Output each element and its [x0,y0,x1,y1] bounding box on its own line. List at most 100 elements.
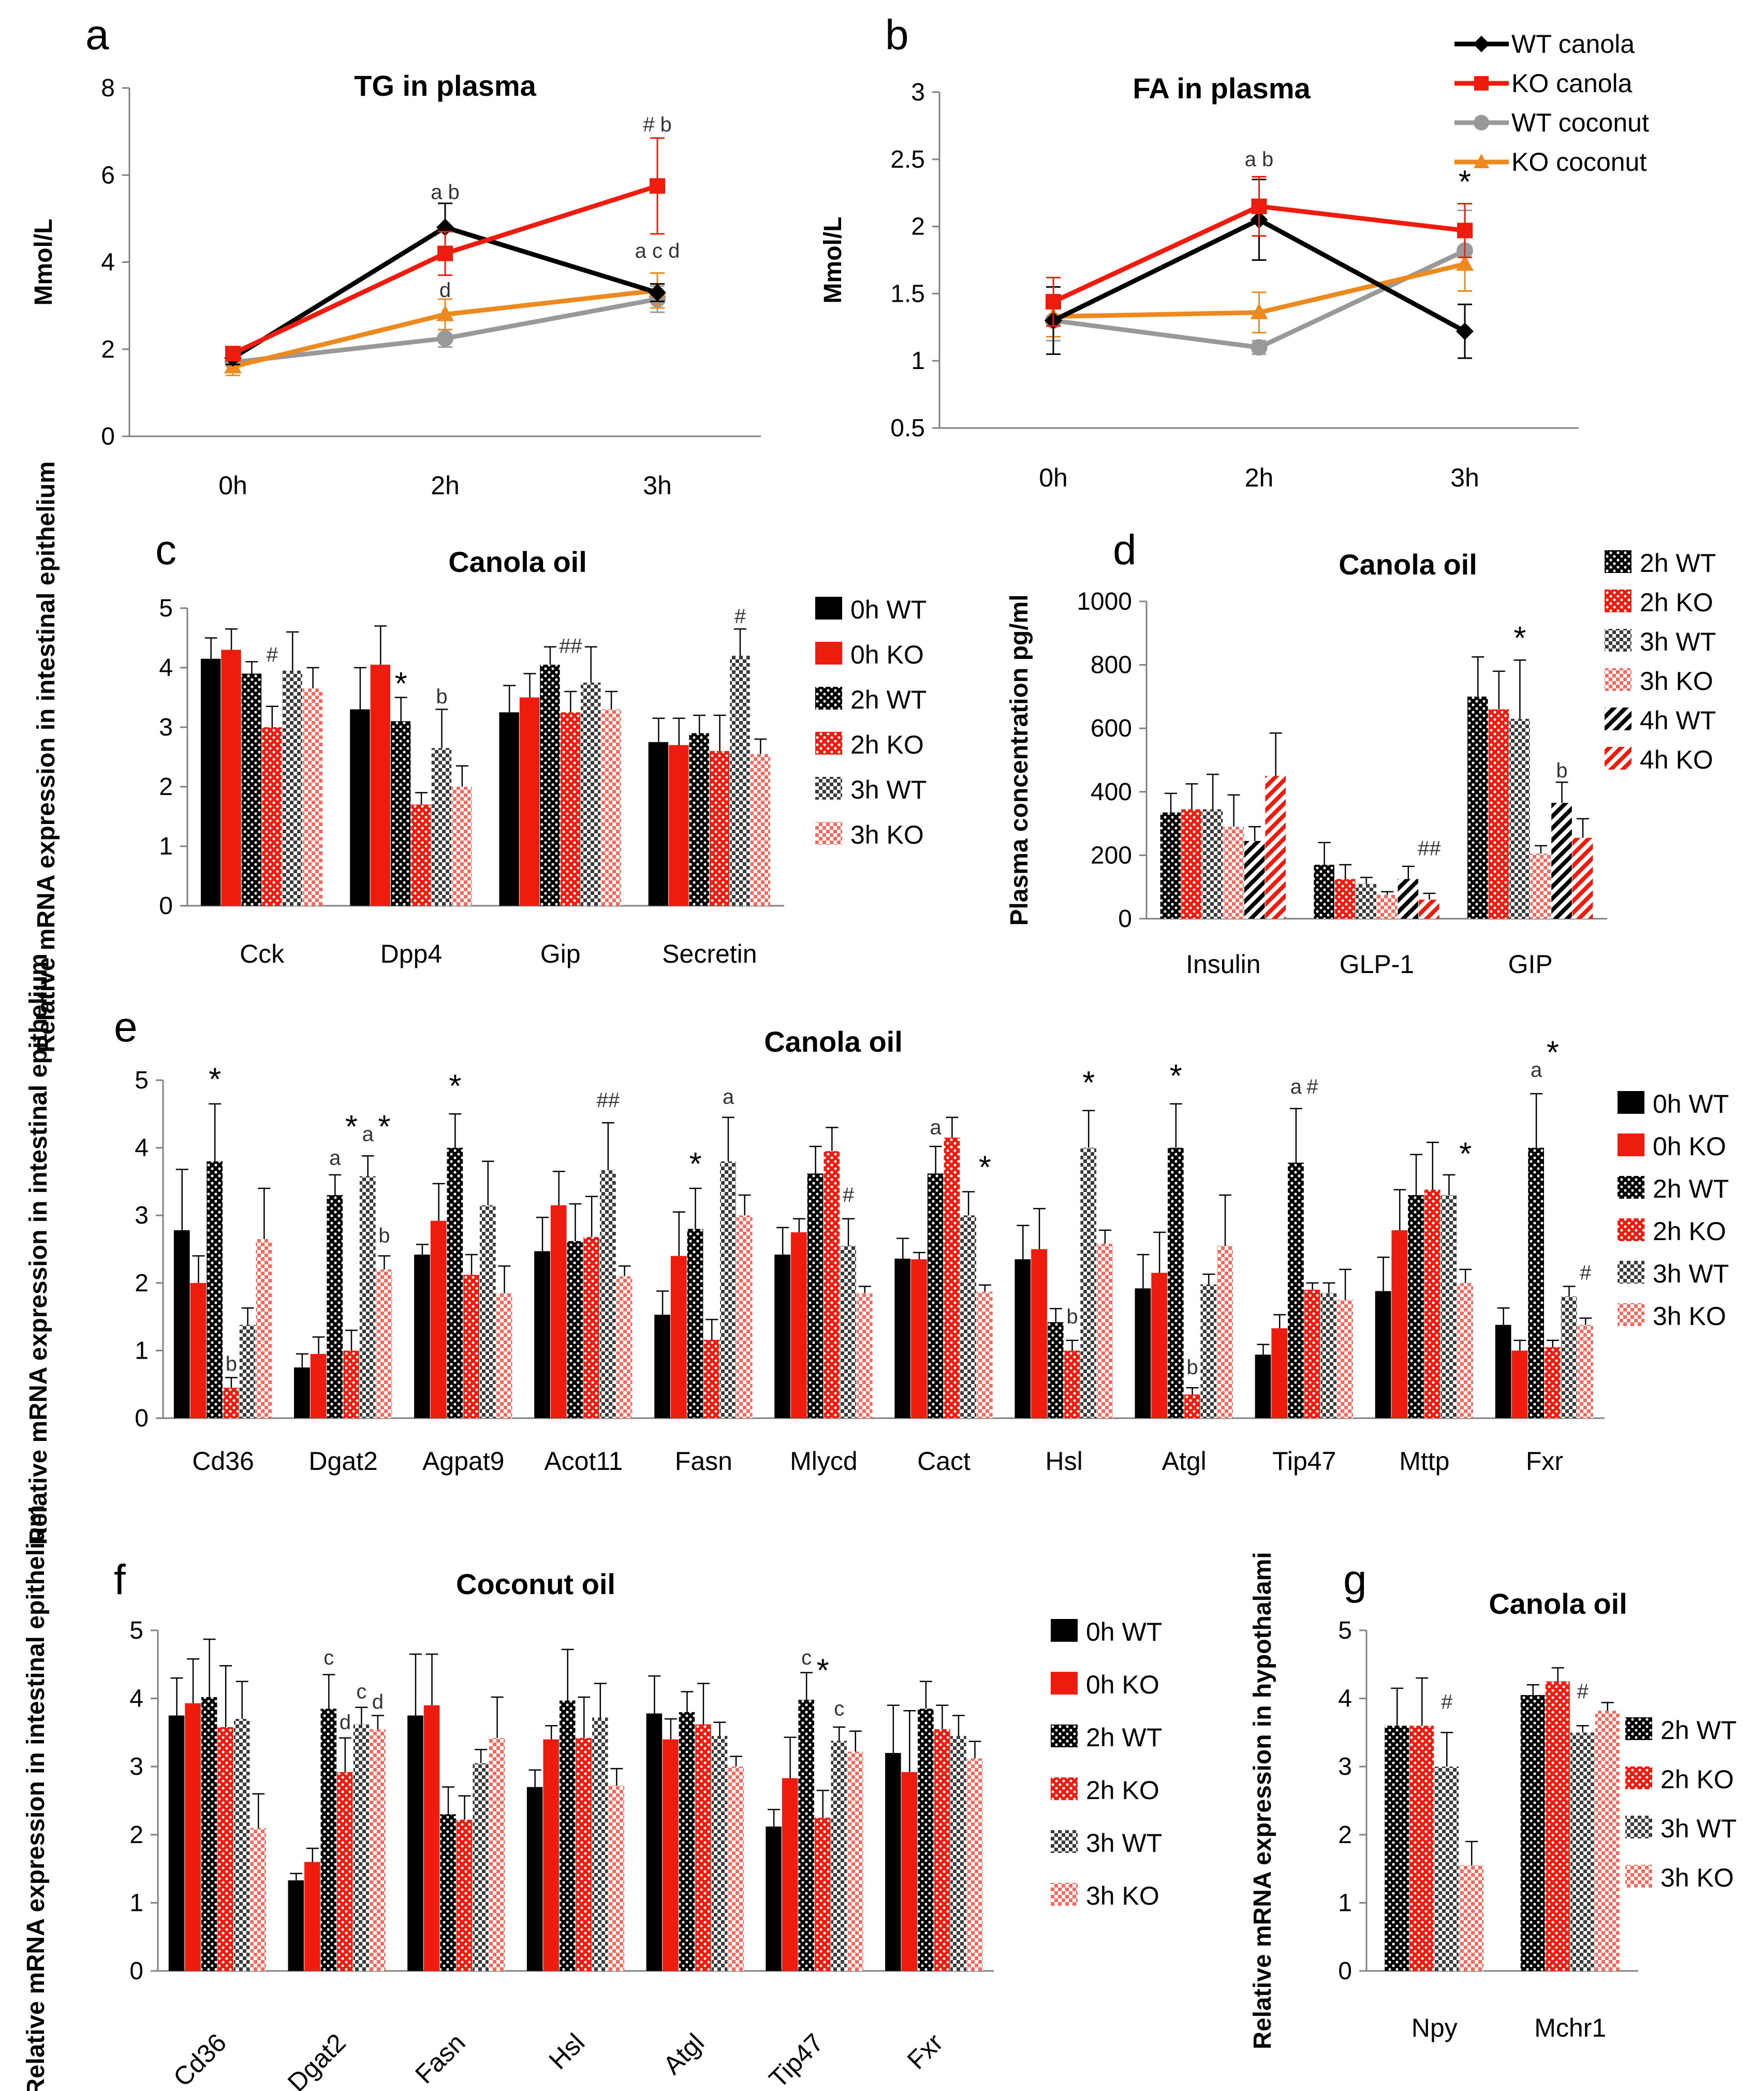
bar-acot11-3h-ko [616,1276,633,1418]
y-tick-label: 5 [159,595,173,622]
annotation: * [378,1109,390,1145]
legend-swatch [815,597,842,620]
legend-label: 0h KO [1653,1132,1726,1161]
bar-atgl-3h-wt [711,1735,728,1971]
bar-agpat9-3h-ko [496,1293,512,1418]
bar-cd36-2h-ko [223,1388,239,1418]
annotation: * [395,666,407,702]
legend-label: 2h WT [1660,1716,1737,1745]
bar-mttp-0h-ko [1391,1230,1408,1418]
bar-glp-1-3h-wt [1356,883,1376,919]
legend-swatch [1618,1133,1644,1156]
panel-label: b [885,11,909,58]
annotation: * [1170,1058,1182,1094]
bar-mchr1-3h-wt [1570,1732,1595,1971]
y-tick-label: 0.5 [890,415,925,442]
legend-swatch [815,642,842,665]
legend-label: 2h WT [1653,1174,1729,1203]
bar-hsl-2h-ko [1064,1350,1080,1418]
legend-swatch [1618,1176,1644,1199]
annotation: a [329,1146,341,1169]
bar-atgl-2h-ko [1184,1394,1200,1418]
legend-marker [1474,115,1489,130]
bar-fxr-0h-wt [885,1753,901,1971]
bar-fxr-3h-wt [1561,1296,1577,1418]
annotation: c [834,1698,844,1720]
bar-acot11-0h-wt [534,1251,550,1418]
y-tick-label: 4 [159,654,173,682]
annotation: b [1556,759,1567,782]
bar-dpp4-2h-ko [411,804,431,906]
panel-label: a [85,11,109,58]
bar-insulin-4h-wt [1244,841,1265,919]
bar-cact-2h-ko [944,1138,960,1418]
panel-g: g Canola oil Relative mRNA expression in h… [1249,1552,1737,2049]
legend-label: 0h WT [850,595,927,624]
bar-agpat9-3h-wt [479,1205,496,1418]
bar-cd36-0h-wt [168,1715,185,1971]
bar-hsl-0h-wt [526,1787,543,1971]
data-point [1251,198,1267,214]
bar-cd36-2h-wt [201,1697,217,1971]
y-tick-label: 0 [159,892,173,920]
bar-fasn-2h-wt [687,1229,703,1418]
bar-cd36-0h-ko [190,1283,207,1418]
x-tick-label: Mlycd [790,1447,858,1476]
bar-cd36-3h-ko [256,1239,272,1418]
legend-label: 3h KO [1653,1302,1726,1331]
x-tick-label: Tip47 [1272,1447,1336,1476]
bar-tip47-2h-wt [798,1700,814,1971]
legend-swatch [1618,1303,1644,1326]
bar-gip-2h-wt [540,665,560,906]
y-tick-label: 3 [159,714,173,741]
annotation: # [843,1184,855,1206]
bar-secretin-2h-wt [689,733,709,906]
x-tick-label: Acot11 [544,1447,623,1476]
annotation: a b [1245,148,1274,171]
x-tick-label: Mchr1 [1534,2013,1606,2042]
annotation: a b [431,181,460,204]
x-tick-label: Insulin [1186,950,1261,979]
data-point [436,305,454,321]
bar-acot11-3h-wt [600,1170,616,1418]
annotation: * [449,1069,461,1105]
y-tick-label: 4 [129,1685,143,1713]
annotation: c [324,1646,334,1669]
legend-label: WT coconut [1511,108,1649,137]
bar-hsl-2h-ko [576,1737,592,1971]
legend-label: 3h WT [850,775,927,804]
x-tick-label: 3h [643,471,672,500]
panel-a: a TG in plasma Mmol/L 0 2 4 6 8 0h 2h 3h a b # b a c … [30,11,761,500]
annotation: a c d [635,240,680,262]
bar-fasn-3h-ko [489,1737,505,1971]
legend-swatch [1605,747,1631,770]
annotation: * [1547,1035,1559,1070]
legend-label: 2h KO [1640,588,1713,617]
data-point [1457,223,1473,239]
y-tick-label: 1 [1338,1889,1352,1917]
bar-secretin-3h-wt [730,656,750,906]
bar-agpat9-2h-wt [447,1147,463,1418]
bar-dgat2-3h-ko [370,1729,386,1971]
x-tick-label: Fasn [409,2028,471,2089]
chart-title: TG in plasma [354,69,536,102]
y-tick-label: 200 [1091,842,1132,869]
bar-tip47-3h-wt [831,1741,847,1971]
y-tick-label: 0 [135,1405,149,1432]
annotation: c [356,1681,366,1703]
bar-dpp4-0h-ko [370,665,390,906]
bar-gip-2h-ko [1488,709,1509,919]
bar-tip47-2h-ko [814,1817,831,1971]
bar-hsl-3h-wt [1080,1147,1097,1418]
x-tick-label: Atgl [657,2028,710,2080]
legend-label: 2h KO [1653,1217,1726,1246]
legend-swatch [1605,629,1631,652]
bar-dgat2-0h-wt [288,1880,304,1971]
legend-swatch [1625,1865,1652,1888]
bar-glp-1-4h-wt [1398,879,1419,919]
bar-fasn-0h-ko [670,1256,687,1418]
bar-hsl-2h-wt [1047,1322,1064,1418]
legend-swatch [1625,1766,1652,1789]
legend-swatch [1605,668,1631,691]
